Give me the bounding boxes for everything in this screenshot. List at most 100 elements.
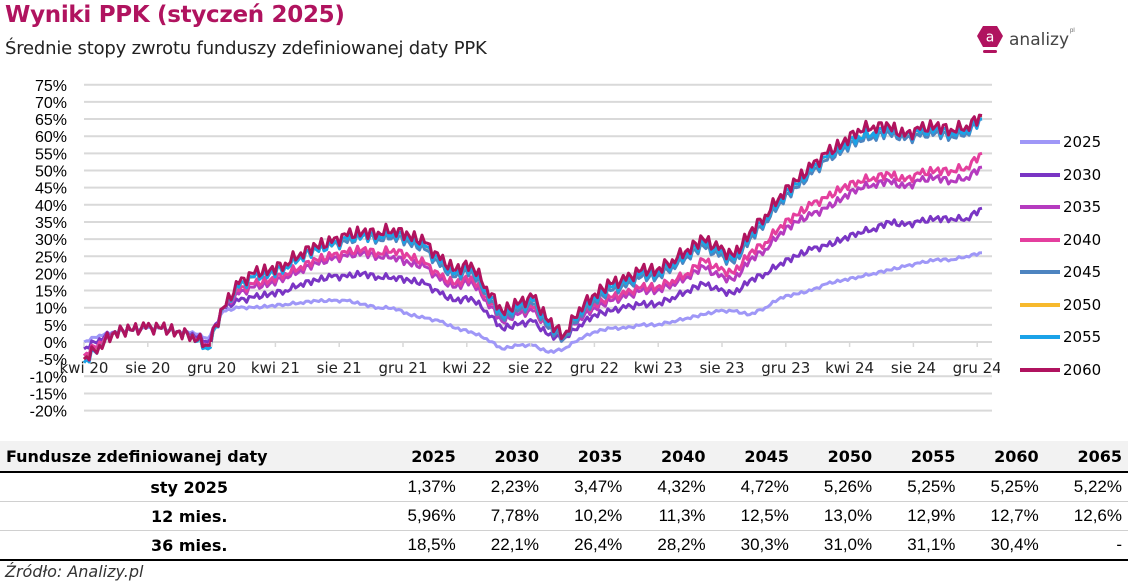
y-tick-label: 75%	[35, 78, 67, 95]
legend-swatch	[1020, 237, 1060, 242]
table-cell: 11,3%	[628, 501, 712, 531]
x-tick-label: gru 22	[570, 359, 619, 377]
table-cell: 5,25%	[878, 472, 962, 502]
x-tick-label: gru 24	[953, 359, 1000, 377]
y-tick-label: 60%	[35, 129, 67, 146]
table-cell: 22,1%	[461, 530, 545, 561]
table-header-2050: 2050	[794, 441, 879, 473]
table-cell: 5,22%	[1044, 472, 1128, 502]
row-label: sty 2025	[0, 472, 379, 502]
legend-item-2040: 2040	[1020, 224, 1101, 257]
x-axis-ticks: kwi 20 sie 20 gru 20 kwi 21 sie 21 gru 21 kwi …	[60, 342, 1000, 377]
table-cell: 12,5%	[711, 501, 795, 531]
legend-swatch	[1020, 140, 1060, 145]
legend-swatch	[1020, 205, 1060, 210]
x-tick-label: sie 20	[125, 359, 170, 377]
x-tick-label: sie 24	[891, 359, 936, 377]
table-cell: 13,0%	[794, 501, 879, 531]
table-row: sty 2025 1,37% 2,23% 3,47% 4,32% 4,72% 5,26% 5,…	[0, 472, 1128, 502]
table-header-2065: 2065	[1044, 441, 1128, 473]
legend-label: 2045	[1063, 263, 1102, 282]
x-tick-label: kwi 20	[60, 359, 109, 377]
analizy-logo: a analizy pl	[976, 25, 1075, 55]
y-tick-label: 25%	[35, 249, 67, 266]
line-chart: 75%70%65%60%55%50%45%40%35%30%25%20%15%1…	[30, 78, 1000, 421]
x-tick-label: kwi 21	[251, 359, 300, 377]
legend-swatch	[1020, 302, 1060, 307]
legend-label: 2025	[1063, 133, 1102, 152]
results-table: Fundusze zdefiniowanej daty 2025 2030 2035 2…	[0, 441, 1128, 561]
y-tick-label: 50%	[35, 164, 67, 181]
y-tick-label: -15%	[30, 386, 67, 403]
y-axis-ticks: 75%70%65%60%55%50%45%40%35%30%25%20%15%1…	[30, 78, 67, 421]
y-tick-label: 30%	[35, 232, 67, 249]
svg-text:a: a	[986, 30, 995, 46]
x-tick-label: gru 21	[378, 359, 427, 377]
y-tick-label: 20%	[35, 266, 67, 283]
x-tick-label: sie 22	[508, 359, 553, 377]
table-header-2025: 2025	[378, 441, 462, 473]
table-cell: 5,26%	[794, 472, 879, 502]
x-tick-label: kwi 24	[825, 359, 874, 377]
table-cell: 26,4%	[545, 530, 629, 561]
legend-label: 2030	[1063, 165, 1102, 184]
x-tick-label: kwi 22	[442, 359, 491, 377]
legend-label: 2055	[1063, 328, 1102, 347]
legend-item-2030: 2030	[1020, 159, 1101, 192]
x-tick-label: sie 21	[317, 359, 362, 377]
series-line-2025	[83, 251, 983, 354]
y-tick-label: 70%	[35, 95, 67, 112]
y-tick-label: 65%	[35, 112, 67, 129]
table-cell: 12,6%	[1044, 501, 1128, 531]
legend-swatch	[1020, 172, 1060, 177]
legend-item-2035: 2035	[1020, 191, 1101, 224]
y-tick-label: 45%	[35, 181, 67, 198]
x-tick-label: kwi 23	[634, 359, 683, 377]
table-cell: 7,78%	[461, 501, 545, 531]
table-row: 12 mies. 5,96% 7,78% 10,2% 11,3% 12,5% 13,0% 12…	[0, 501, 1128, 531]
table-cell: 30,4%	[961, 530, 1045, 561]
table-header-2040: 2040	[628, 441, 712, 473]
table-cell: 31,1%	[878, 530, 962, 561]
y-tick-label: 15%	[35, 284, 67, 301]
y-tick-label: 40%	[35, 198, 67, 215]
legend-swatch	[1020, 335, 1060, 340]
x-tick-label: gru 20	[187, 359, 236, 377]
logo-text: analizy	[1009, 30, 1070, 50]
row-label: 36 mies.	[0, 530, 379, 561]
legend: 2025 2030 2035 2040 2045 2050 2055 2060	[1020, 126, 1101, 386]
legend-item-2060: 2060	[1020, 354, 1101, 387]
table-header-label: Fundusze zdefiniowanej daty	[0, 441, 379, 473]
chart-subtitle: Średnie stopy zwrotu funduszy zdefiniowa…	[5, 38, 487, 59]
legend-label: 2035	[1063, 198, 1102, 217]
y-tick-label: -5%	[39, 352, 67, 369]
y-tick-label: 35%	[35, 215, 67, 232]
source-note: Źródło: Analizy.pl	[5, 562, 144, 581]
table-header-2060: 2060	[961, 441, 1045, 473]
chart-title: Wyniki PPK (styczeń 2025)	[5, 2, 345, 28]
table-header-2035: 2035	[545, 441, 629, 473]
table-cell: 5,96%	[378, 501, 462, 531]
legend-item-2025: 2025	[1020, 126, 1101, 159]
table-cell: 1,37%	[378, 472, 462, 502]
series-lines	[82, 113, 983, 364]
legend-swatch	[1020, 367, 1060, 372]
x-tick-label: sie 23	[699, 359, 744, 377]
y-tick-label: 10%	[35, 301, 67, 318]
table-header-2045: 2045	[711, 441, 795, 473]
legend-item-2045: 2045	[1020, 256, 1101, 289]
table-cell: 30,3%	[711, 530, 795, 561]
y-tick-label: 55%	[35, 146, 67, 163]
logo-tld: pl	[1070, 28, 1075, 34]
table-cell: 3,47%	[545, 472, 629, 502]
table-cell: 2,23%	[461, 472, 545, 502]
table-cell: 10,2%	[545, 501, 629, 531]
table-header-2030: 2030	[461, 441, 545, 473]
table-cell: 31,0%	[794, 530, 879, 561]
legend-swatch	[1020, 270, 1060, 275]
table-cell: 4,72%	[711, 472, 795, 502]
row-label: 12 mies.	[0, 501, 379, 531]
legend-item-2055: 2055	[1020, 321, 1101, 354]
table-header-row: Fundusze zdefiniowanej daty 2025 2030 2035 2…	[0, 441, 1128, 473]
table-cell: 18,5%	[378, 530, 462, 561]
